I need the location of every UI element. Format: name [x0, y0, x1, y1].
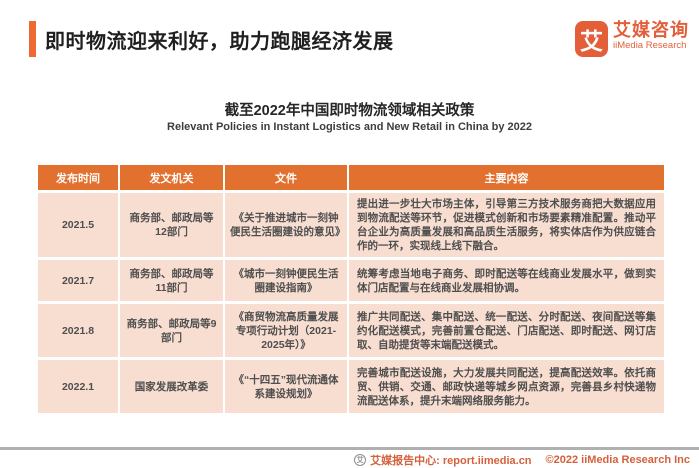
logo-name-en: iiMedia Research — [613, 40, 687, 51]
table-row: 2021.8 商务部、邮政局等9部门 《商贸物流高质量发展专项行动计划（2021… — [38, 304, 664, 357]
column-header-content: 主要内容 — [349, 165, 664, 190]
cell-agency: 商务部、邮政局等12部门 — [120, 193, 223, 257]
footer-divider — [0, 447, 699, 450]
page-title: 即时物流迎来利好，助力跑腿经济发展 — [45, 31, 394, 53]
cell-document: 《商贸物流高质量发展专项行动计划（2021-2025年）》 — [225, 304, 347, 357]
footer-source: 艾媒报告中心: report.iimedia.cn — [370, 455, 532, 467]
table-header-row: 发布时间 发文机关 文件 主要内容 — [38, 165, 664, 190]
table-title-cn: 截至2022年中国即时物流领域相关政策 — [224, 103, 475, 119]
cell-content: 完善城市配送设施，大力发展共同配送，提高配送效率。依托商贸、供销、交通、邮政快递… — [349, 360, 664, 413]
cell-document: 《城市一刻钟便民生活圈建设指南》 — [225, 260, 347, 301]
table-row: 2021.7 商务部、邮政局等11部门 《城市一刻钟便民生活圈建设指南》 统筹考… — [38, 260, 664, 301]
cell-content: 推广共同配送、集中配送、统一配送、分时配送、夜间配送等集约化配送模式，完善前置仓… — [349, 304, 664, 357]
column-header-document: 文件 — [225, 165, 347, 190]
footer-copyright: ©2022 iiMedia Research Inc — [545, 454, 690, 466]
column-header-agency: 发文机关 — [120, 165, 223, 190]
column-header-date: 发布时间 — [38, 165, 118, 190]
cell-content: 提出进一步壮大市场主体，引导第三方技术服务商把大数据应用到物流配送等环节，促进模… — [349, 193, 664, 257]
table-title-en: Relevant Policies in Instant Logistics a… — [167, 121, 532, 133]
title-accent-bar — [29, 21, 36, 57]
footer: 艾 艾媒报告中心: report.iimedia.cn ©2022 iiMedi… — [354, 452, 690, 468]
iimedia-logo-icon: 艾 — [575, 21, 608, 57]
cell-date: 2022.1 — [38, 360, 118, 413]
cell-content: 统筹考虑当地电子商务、即时配送等在线商业发展水平，做到实体门店配置与在线商业发展… — [349, 260, 664, 301]
cell-date: 2021.7 — [38, 260, 118, 301]
cell-agency: 商务部、邮政局等11部门 — [120, 260, 223, 301]
table-row: 2022.1 国家发展改革委 《“十四五”现代流通体系建设规划》 完善城市配送设… — [38, 360, 664, 413]
cell-date: 2021.5 — [38, 193, 118, 257]
cell-agency: 商务部、邮政局等9部门 — [120, 304, 223, 357]
globe-icon: 艾 — [354, 454, 367, 466]
table-row: 2021.5 商务部、邮政局等12部门 《关于推进城市一刻钟便民生活圈建设的意见… — [38, 193, 664, 257]
cell-date: 2021.8 — [38, 304, 118, 357]
cell-document: 《“十四五”现代流通体系建设规划》 — [225, 360, 347, 413]
cell-document: 《关于推进城市一刻钟便民生活圈建设的意见》 — [225, 193, 347, 257]
cell-agency: 国家发展改革委 — [120, 360, 223, 413]
logo-text: 艾媒咨询 iiMedia Research — [613, 21, 689, 51]
iimedia-logo: 艾 艾媒咨询 iiMedia Research — [575, 21, 695, 61]
logo-name-cn: 艾媒咨询 — [613, 20, 689, 40]
policy-table: 发布时间 发文机关 文件 主要内容 2021.5 商务部、邮政局等12部门 《关… — [38, 165, 664, 416]
